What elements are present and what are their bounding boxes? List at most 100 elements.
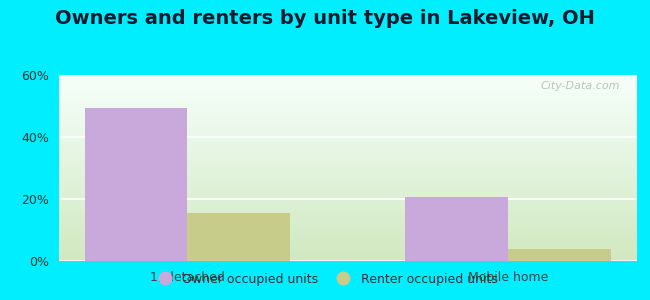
Bar [58,107,637,108]
Bar [58,240,637,241]
Bar [58,172,637,173]
Bar [58,82,637,83]
Bar [58,238,637,239]
Bar [58,180,637,181]
Bar [58,119,637,120]
Bar [58,100,637,101]
Bar [58,131,637,132]
Bar [58,93,637,94]
Bar [58,205,637,206]
Bar [58,169,637,170]
Bar [58,229,637,230]
Bar [58,155,637,156]
Bar [58,102,637,103]
Bar [58,115,637,116]
Legend: Owner occupied units, Renter occupied units: Owner occupied units, Renter occupied un… [148,268,502,291]
Bar [58,175,637,176]
Bar [58,178,637,179]
Bar [58,94,637,95]
Bar [58,92,637,93]
Bar [58,101,637,102]
Bar [58,177,637,178]
Bar [84,107,187,261]
Bar [58,174,637,175]
Bar [58,219,637,220]
Bar [58,193,637,194]
Bar [58,207,637,208]
Bar [58,169,637,170]
Bar [58,113,637,114]
Bar [58,149,637,150]
Bar [58,254,637,255]
Bar [58,258,637,259]
Bar [58,90,637,91]
Bar [58,257,637,258]
Bar [58,235,637,236]
Bar [58,105,637,106]
Bar [58,112,637,113]
Bar [58,170,637,171]
Bar [58,203,637,204]
Bar [406,197,508,261]
Bar [58,122,637,123]
Bar [58,150,637,151]
Bar [58,151,637,152]
Bar [58,183,637,184]
Bar [58,244,637,245]
Bar [58,153,637,154]
Bar [58,160,637,161]
Bar [58,228,637,229]
Bar [58,200,637,201]
Bar [58,206,637,207]
Bar [58,80,637,81]
Bar [58,137,637,138]
Bar [58,199,637,200]
Bar [58,196,637,197]
Bar [58,190,637,191]
Bar [58,134,637,135]
Bar [58,164,637,165]
Bar [58,187,637,188]
Bar [58,161,637,162]
Bar [58,224,637,225]
Text: City-Data.com: City-Data.com [540,81,619,91]
Bar [58,163,637,164]
Bar [58,130,637,131]
Bar [58,218,637,219]
Bar [58,237,637,238]
Bar [58,152,637,153]
Bar [58,198,637,199]
Bar [58,213,637,214]
Bar [58,222,637,223]
Bar [58,141,637,142]
Bar [508,249,611,261]
Bar [58,195,637,196]
Bar [58,230,637,231]
Bar [58,86,637,87]
Bar [58,145,637,146]
Bar [58,208,637,209]
Bar [58,162,637,163]
Bar [58,253,637,254]
Bar [58,215,637,216]
Bar [58,217,637,218]
Bar [58,194,637,195]
Bar [58,132,637,133]
Bar [58,120,637,121]
Bar [58,247,637,248]
Bar [58,202,637,203]
Bar [58,248,637,249]
Bar [58,75,637,76]
Bar [58,197,637,198]
Bar [58,221,637,222]
Bar [58,256,637,257]
Bar [58,181,637,182]
Bar [58,260,637,261]
Bar [58,233,637,234]
Bar [58,146,637,147]
Bar [58,232,637,233]
Bar [58,182,637,183]
Bar [58,108,637,109]
Bar [58,185,637,186]
Bar [58,191,637,192]
